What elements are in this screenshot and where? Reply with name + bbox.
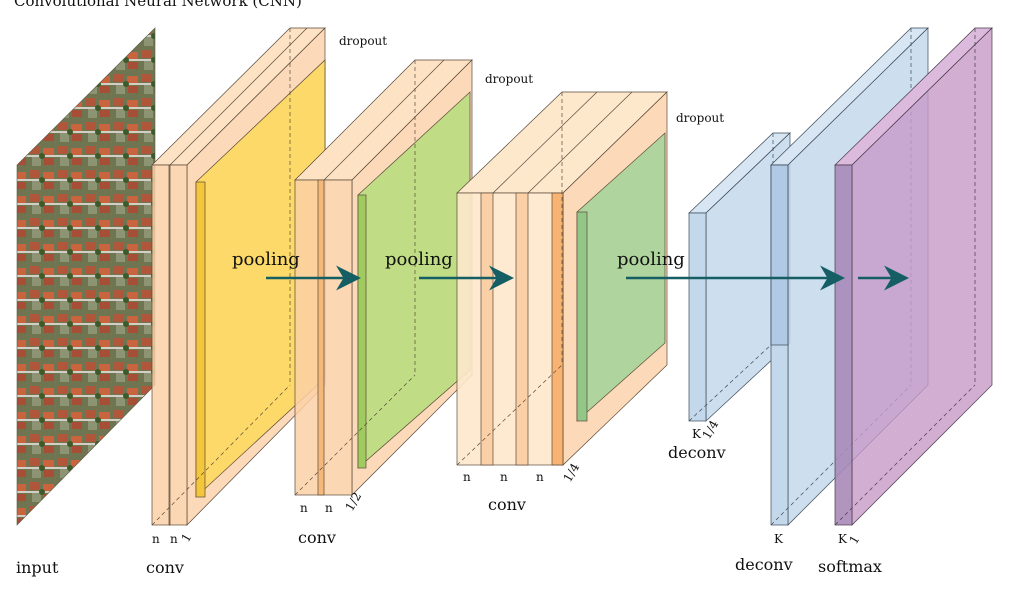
deconv-label-2: deconv (735, 555, 793, 574)
dim-b3-1: n (500, 470, 508, 484)
input-image (16, 27, 156, 526)
dropout-label-2: dropout (485, 72, 533, 86)
conv-block-3 (456, 91, 668, 466)
dim-b1-2: 1 (178, 531, 194, 545)
deconv-label-1: deconv (668, 443, 726, 462)
softmax-block (834, 27, 993, 526)
input-label: input (16, 558, 59, 577)
conv-label-3: conv (488, 495, 526, 514)
dim-d2: K (774, 532, 784, 546)
dim-d1-0: K (692, 427, 702, 441)
dim-b2-1: n (325, 501, 333, 515)
dim-b3-0: n (463, 470, 471, 484)
conv-block-1 (151, 27, 326, 526)
conv-label-1: conv (146, 558, 184, 577)
diagram-title: Convolutional Neural Network (CNN) (14, 0, 302, 10)
dim-b2-0: n (300, 501, 308, 515)
dim-b3-2: n (536, 470, 544, 484)
pooling-label-3: pooling (617, 249, 685, 270)
softmax-label: softmax (818, 557, 882, 576)
dim-b1-1: n (170, 532, 178, 546)
conv-label-2: conv (298, 528, 336, 547)
dropout-label-1: dropout (339, 34, 387, 48)
pooling-label-1: pooling (232, 249, 300, 270)
dropout-label-3: dropout (676, 111, 724, 125)
dim-sm-1: 1 (846, 533, 862, 547)
dim-sm-0: K (838, 532, 848, 546)
pooling-label-2: pooling (385, 249, 453, 270)
dim-b1-0: n (152, 532, 160, 546)
